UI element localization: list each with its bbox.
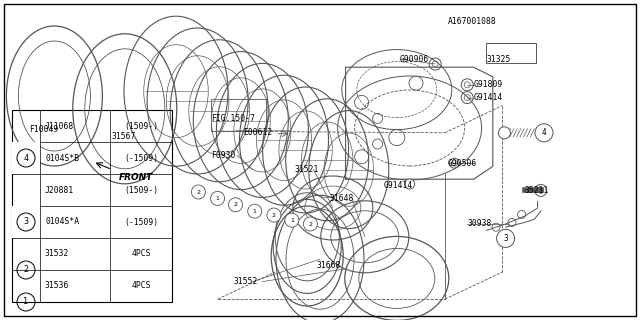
Text: 1: 1 bbox=[216, 196, 220, 201]
Text: 4: 4 bbox=[24, 154, 29, 163]
Text: 30938: 30938 bbox=[467, 220, 492, 228]
Text: J11068: J11068 bbox=[45, 122, 74, 131]
Circle shape bbox=[228, 198, 243, 212]
Text: G91809: G91809 bbox=[474, 80, 503, 89]
Text: (-1509): (-1509) bbox=[124, 154, 158, 163]
Text: G90506: G90506 bbox=[448, 159, 477, 168]
Text: 3: 3 bbox=[503, 234, 508, 243]
Text: 0104S*A: 0104S*A bbox=[45, 218, 79, 227]
Text: 2: 2 bbox=[234, 202, 237, 207]
Text: A167001088: A167001088 bbox=[448, 17, 497, 26]
Circle shape bbox=[211, 191, 225, 205]
Circle shape bbox=[499, 127, 511, 139]
Circle shape bbox=[404, 179, 415, 189]
Bar bbox=[12, 206, 40, 238]
Bar bbox=[486, 43, 536, 63]
Circle shape bbox=[497, 229, 515, 247]
Text: 2: 2 bbox=[24, 266, 29, 275]
Text: 31536: 31536 bbox=[45, 282, 69, 291]
Text: F10049: F10049 bbox=[29, 125, 58, 134]
Text: F0930: F0930 bbox=[211, 151, 236, 160]
Text: 1: 1 bbox=[290, 218, 294, 223]
Text: 2: 2 bbox=[308, 221, 312, 227]
Text: FIG.150-7: FIG.150-7 bbox=[211, 114, 255, 123]
Text: 31648: 31648 bbox=[330, 194, 354, 203]
Circle shape bbox=[248, 204, 262, 218]
Text: G91414: G91414 bbox=[474, 93, 503, 102]
Bar bbox=[12, 142, 40, 174]
Circle shape bbox=[303, 217, 317, 231]
Bar bbox=[12, 110, 172, 302]
Text: 2: 2 bbox=[272, 212, 276, 218]
Text: 31552: 31552 bbox=[234, 277, 258, 286]
Text: (1509-): (1509-) bbox=[124, 122, 158, 131]
Text: 31325: 31325 bbox=[486, 55, 511, 64]
Text: 4: 4 bbox=[541, 128, 547, 137]
Text: 1: 1 bbox=[253, 209, 257, 214]
Text: G91414: G91414 bbox=[384, 181, 413, 190]
Text: (1509-): (1509-) bbox=[124, 186, 158, 195]
Circle shape bbox=[285, 213, 299, 227]
Text: 31567: 31567 bbox=[112, 132, 136, 140]
Text: 1: 1 bbox=[24, 298, 29, 307]
Text: 3: 3 bbox=[24, 218, 29, 227]
Text: 4PCS: 4PCS bbox=[131, 250, 151, 259]
Text: G90906: G90906 bbox=[400, 55, 429, 64]
Circle shape bbox=[535, 124, 553, 142]
Text: J20881: J20881 bbox=[45, 186, 74, 195]
Text: (-1509): (-1509) bbox=[124, 218, 158, 227]
Text: 31521: 31521 bbox=[294, 165, 319, 174]
Text: 0104S*B: 0104S*B bbox=[45, 154, 79, 163]
Text: FRONT: FRONT bbox=[118, 173, 153, 182]
Text: 2: 2 bbox=[196, 189, 200, 195]
Text: 31668: 31668 bbox=[317, 261, 341, 270]
Text: 31532: 31532 bbox=[45, 250, 69, 259]
Text: E00612: E00612 bbox=[243, 128, 273, 137]
Circle shape bbox=[267, 208, 281, 222]
Circle shape bbox=[191, 185, 205, 199]
Text: 35211: 35211 bbox=[525, 186, 549, 195]
Text: 4PCS: 4PCS bbox=[131, 282, 151, 291]
Bar bbox=[211, 99, 266, 131]
